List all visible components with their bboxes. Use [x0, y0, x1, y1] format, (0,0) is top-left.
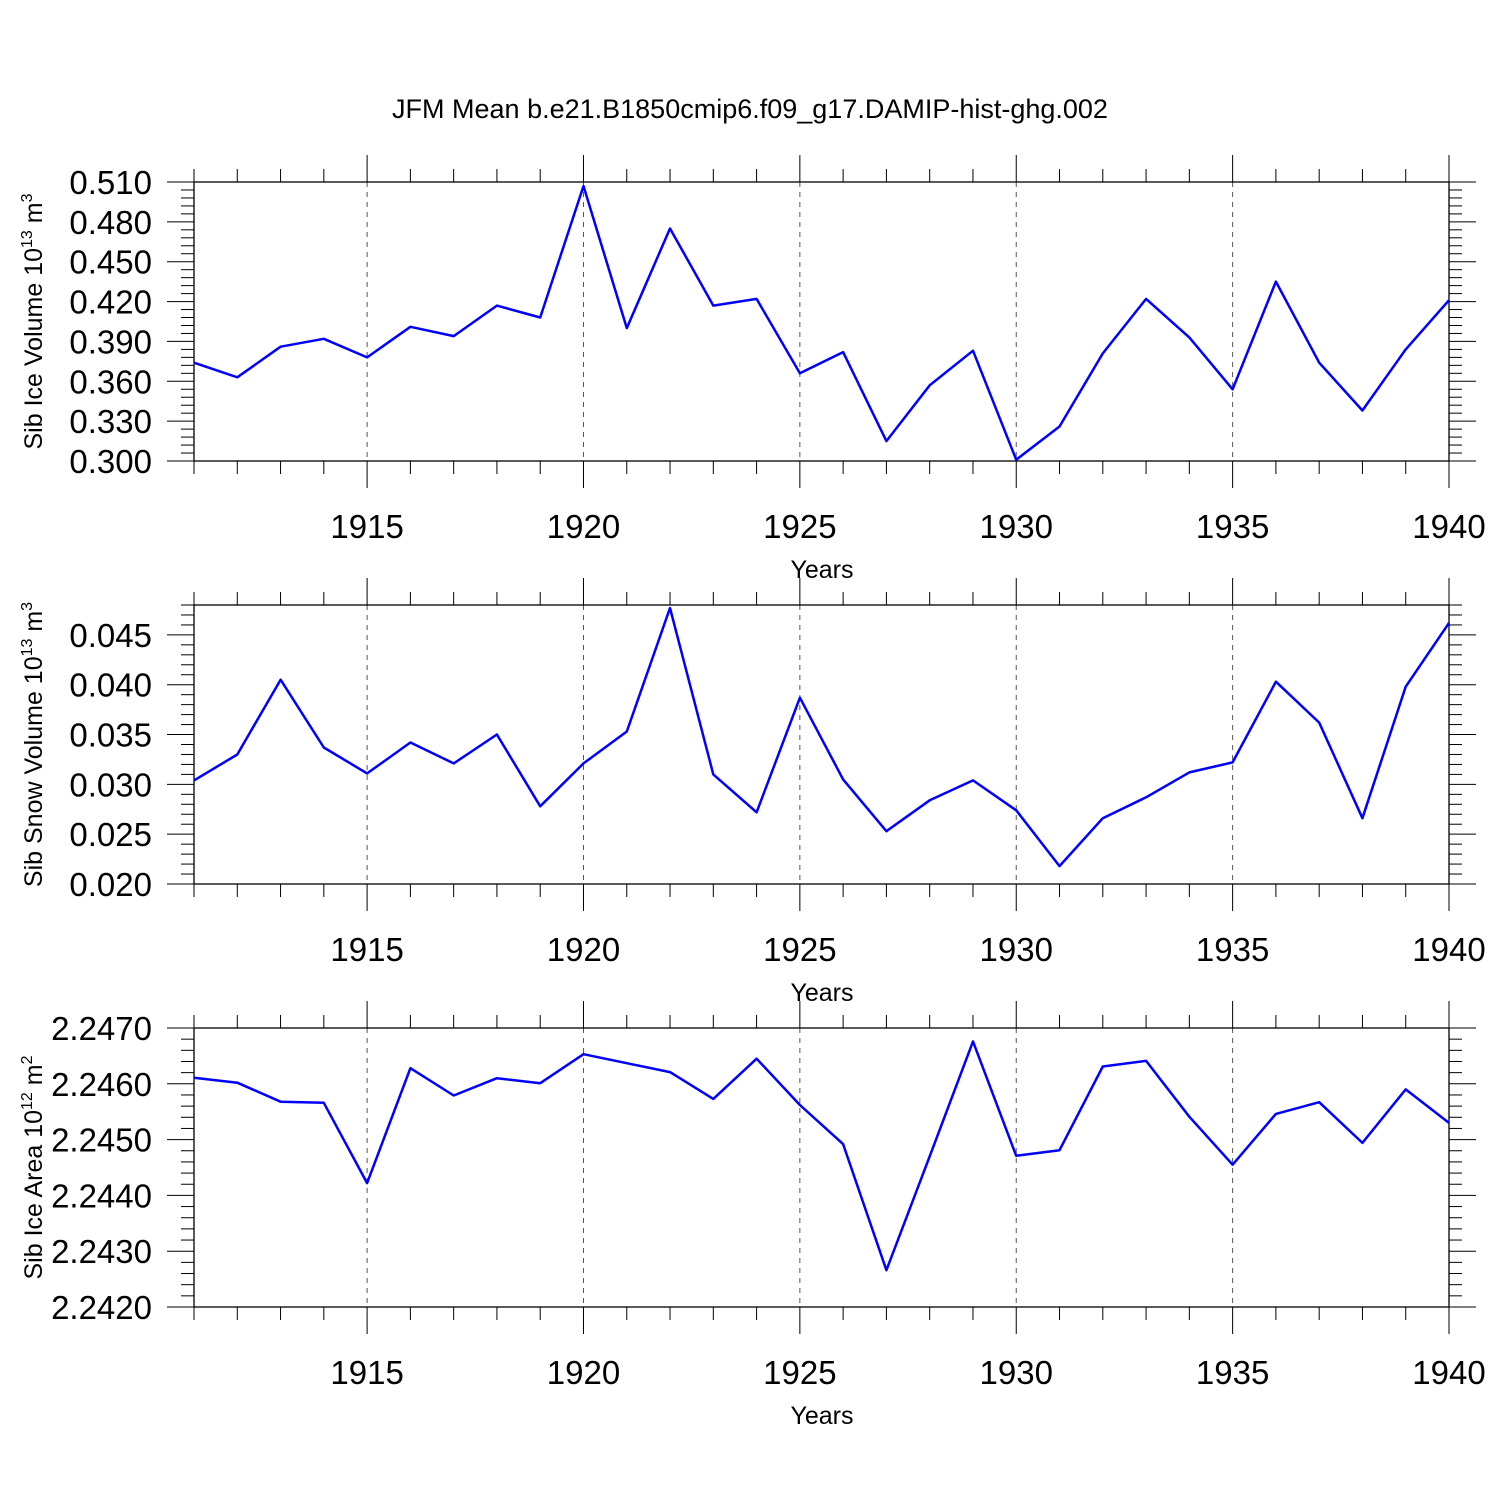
y-axis-title-unit: m	[20, 202, 48, 230]
y-tick-label: 2.2450	[51, 1122, 152, 1159]
y-axis-title: Sib Ice Volume 1013 m3	[19, 193, 48, 449]
x-axis-title: Years	[790, 556, 853, 584]
y-tick-label: 0.390	[69, 323, 152, 360]
y-tick-label: 0.300	[69, 443, 152, 480]
y-axis-title-text: Sib Ice Volume 10	[20, 248, 48, 450]
x-tick-label: 1925	[763, 931, 836, 968]
x-tick-label: 1935	[1196, 931, 1269, 968]
x-tick-label: 1940	[1412, 1354, 1485, 1391]
y-tick-label: 0.035	[69, 717, 152, 754]
x-tick-label: 1925	[763, 1354, 836, 1391]
y-tick-label: 2.2420	[51, 1289, 152, 1326]
y-tick-label: 0.045	[69, 617, 152, 654]
y-axis-title-unit-exponent: 3	[19, 193, 36, 202]
y-tick-label: 2.2440	[51, 1177, 152, 1214]
x-tick-label: 1930	[980, 1354, 1053, 1391]
series-line	[193, 184, 1450, 461]
plot-frame	[193, 604, 1450, 885]
y-tick-label: 0.480	[69, 204, 152, 241]
x-tick-label: 1915	[330, 1354, 403, 1391]
x-tick-label: 1915	[330, 931, 403, 968]
y-tick-label: 2.2430	[51, 1233, 152, 1270]
x-tick-label: 1915	[330, 508, 403, 545]
y-axis-title-unit: m	[20, 1064, 48, 1092]
y-tick-label: 0.030	[69, 766, 152, 803]
series-line	[193, 606, 1451, 868]
x-tick-label: 1920	[547, 1354, 620, 1391]
x-tick-label: 1920	[547, 508, 620, 545]
series-line	[193, 1040, 1450, 1272]
plot-frame	[193, 1027, 1450, 1308]
y-axis-title-exponent: 12	[19, 1092, 36, 1110]
y-tick-label: 0.450	[69, 244, 152, 281]
x-tick-label: 1935	[1196, 508, 1269, 545]
chart-panel-1: 0.3000.3300.3600.3900.4200.4500.4800.510…	[19, 155, 1486, 584]
x-tick-label: 1935	[1196, 1354, 1269, 1391]
x-axis-title: Years	[790, 1402, 853, 1430]
y-axis-title-unit-exponent: 3	[19, 602, 36, 611]
x-tick-label: 1930	[980, 931, 1053, 968]
y-tick-label: 2.2460	[51, 1066, 152, 1103]
y-axis-title-unit-exponent: 2	[19, 1055, 36, 1064]
y-tick-label: 0.040	[69, 667, 152, 704]
y-axis-title-text: Sib Snow Volume 10	[20, 656, 48, 887]
y-tick-label: 0.020	[69, 866, 152, 903]
y-axis-title-exponent: 13	[19, 230, 36, 248]
y-axis-title-unit: m	[20, 611, 48, 639]
x-tick-label: 1930	[980, 508, 1053, 545]
y-axis-title: Sib Snow Volume 1013 m3	[19, 602, 48, 887]
y-tick-label: 2.2470	[51, 1010, 152, 1047]
y-axis-title-text: Sib Ice Area 10	[20, 1110, 48, 1280]
chart-title: JFM Mean b.e21.B1850cmip6.f09_g17.DAMIP-…	[392, 94, 1108, 124]
y-tick-label: 0.330	[69, 403, 152, 440]
x-tick-label: 1940	[1412, 931, 1485, 968]
x-tick-label: 1940	[1412, 508, 1485, 545]
x-tick-label: 1920	[547, 931, 620, 968]
y-tick-label: 0.360	[69, 363, 152, 400]
x-tick-label: 1925	[763, 508, 836, 545]
chart-panel-2: 0.020 0.025 0.030 0.035 0.040 0.045 1915 1920 19…	[19, 578, 1486, 1007]
plot-frame	[193, 181, 1450, 462]
y-axis-title: Sib Ice Area 1012 m2	[19, 1055, 48, 1279]
y-tick-label: 0.420	[69, 284, 152, 321]
x-axis-title: Years	[790, 979, 853, 1007]
y-tick-label: 0.025	[69, 816, 152, 853]
y-axis-title-exponent: 13	[19, 638, 36, 656]
chart-panel-3: 2.2420 2.2430 2.2440 2.2450 2.2460 2.2470 1915…	[19, 1001, 1486, 1430]
y-tick-label: 0.510	[69, 164, 152, 201]
